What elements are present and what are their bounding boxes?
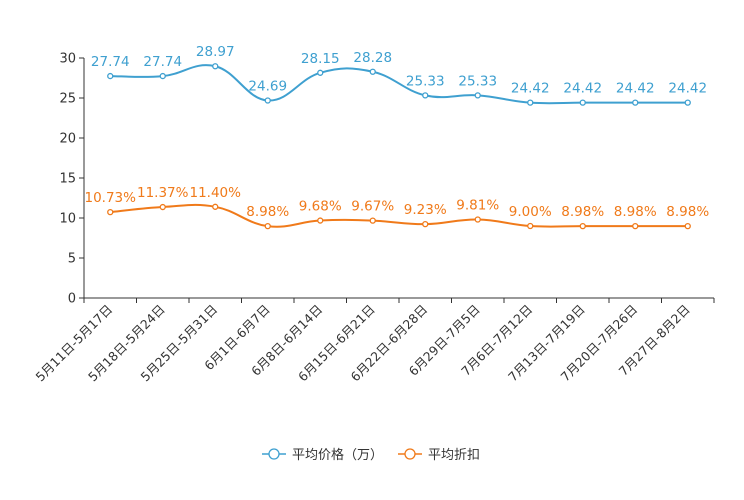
series-0-point[interactable] xyxy=(107,72,114,80)
series-0-point[interactable] xyxy=(579,99,586,106)
series-1-point[interactable] xyxy=(212,203,219,210)
series-0-point[interactable] xyxy=(422,92,429,99)
series-0-point[interactable] xyxy=(264,97,271,104)
y-tick-label: 0 xyxy=(68,292,76,307)
series-1-point[interactable] xyxy=(527,222,534,230)
series-0-point[interactable] xyxy=(317,69,324,76)
series-0: 27.74 27.74 28.97 24.69 28.15 28.28 25.33 25.33… xyxy=(91,44,707,106)
series-1-point[interactable] xyxy=(317,217,324,224)
series-1-point[interactable] xyxy=(474,216,481,223)
y-tick-label: 10 xyxy=(59,212,76,227)
series-0-data-label: 27.74 xyxy=(143,54,182,70)
series-1-data-label: 11.37% xyxy=(137,185,189,201)
series-1-line xyxy=(110,203,688,228)
series-0-data-label: 25.33 xyxy=(406,73,445,89)
series-1: 10.73% 11.37% 11.40%8.98% 9.68% 9.67% 9.23% 9.… xyxy=(85,185,709,230)
series-1-point[interactable] xyxy=(264,223,271,230)
series-1-data-label: 9.23% xyxy=(404,202,447,218)
series-0-data-label: 24.42 xyxy=(668,81,707,97)
series-1-data-label: 9.68% xyxy=(299,199,342,215)
series-1-point[interactable] xyxy=(632,223,639,230)
series-1-point[interactable] xyxy=(107,209,114,216)
series-0-data-label: 28.97 xyxy=(196,44,235,60)
series-0-point[interactable] xyxy=(632,99,639,106)
series-0-data-label: 24.42 xyxy=(563,81,602,97)
series-0-point[interactable] xyxy=(369,68,376,75)
series-1-data-label: 8.98% xyxy=(614,204,657,220)
legend-item-1[interactable]: 平均折扣 xyxy=(398,448,480,463)
legend-circle-marker xyxy=(268,448,280,460)
legend-item-0[interactable]: 平均价格（万） xyxy=(262,447,383,463)
series-0-point[interactable] xyxy=(212,63,219,70)
legend[interactable]: 平均价格（万） 平均折扣 xyxy=(262,447,480,463)
series-1-point[interactable] xyxy=(369,217,376,224)
series-0-data-label: 24.42 xyxy=(511,81,550,97)
series-0-data-label: 28.28 xyxy=(353,50,392,66)
y-tick-label: 15 xyxy=(59,172,76,187)
series-1-data-label: 9.67% xyxy=(351,199,394,215)
y-tick-label: 5 xyxy=(68,252,76,267)
legend-label: 平均价格（万） xyxy=(292,447,383,463)
series-1-data-label: 9.81% xyxy=(456,198,499,214)
series-1-data-label: 9.00% xyxy=(509,204,552,220)
series-layer: 27.74 27.74 28.97 24.69 28.15 28.28 25.33 25.33… xyxy=(85,44,709,230)
series-0-point[interactable] xyxy=(684,99,691,106)
series-0-data-label: 24.69 xyxy=(248,78,287,94)
series-1-point[interactable] xyxy=(422,221,429,228)
series-1-point[interactable] xyxy=(684,223,691,230)
series-1-point[interactable] xyxy=(579,223,586,230)
series-0-data-label: 27.74 xyxy=(91,54,130,70)
legend-label: 平均折扣 xyxy=(428,448,480,463)
series-1-point[interactable] xyxy=(159,203,166,211)
series-1-data-label: 11.40% xyxy=(190,185,242,201)
series-1-data-label: 10.73% xyxy=(85,190,137,206)
y-tick-label: 25 xyxy=(59,92,76,107)
series-1-data-label: 8.98% xyxy=(666,204,709,220)
y-tick-label: 20 xyxy=(59,132,76,147)
series-0-data-label: 28.15 xyxy=(301,51,340,67)
series-0-point[interactable] xyxy=(527,99,534,106)
y-tick-label: 30 xyxy=(59,52,76,67)
series-0-point[interactable] xyxy=(159,72,166,80)
series-0-point[interactable] xyxy=(474,92,481,99)
series-1-data-label: 8.98% xyxy=(561,204,604,220)
series-0-data-label: 24.42 xyxy=(616,81,655,97)
series-1-data-label: 8.98% xyxy=(246,204,289,220)
legend-circle-marker xyxy=(404,448,416,460)
series-0-data-label: 25.33 xyxy=(458,73,497,89)
